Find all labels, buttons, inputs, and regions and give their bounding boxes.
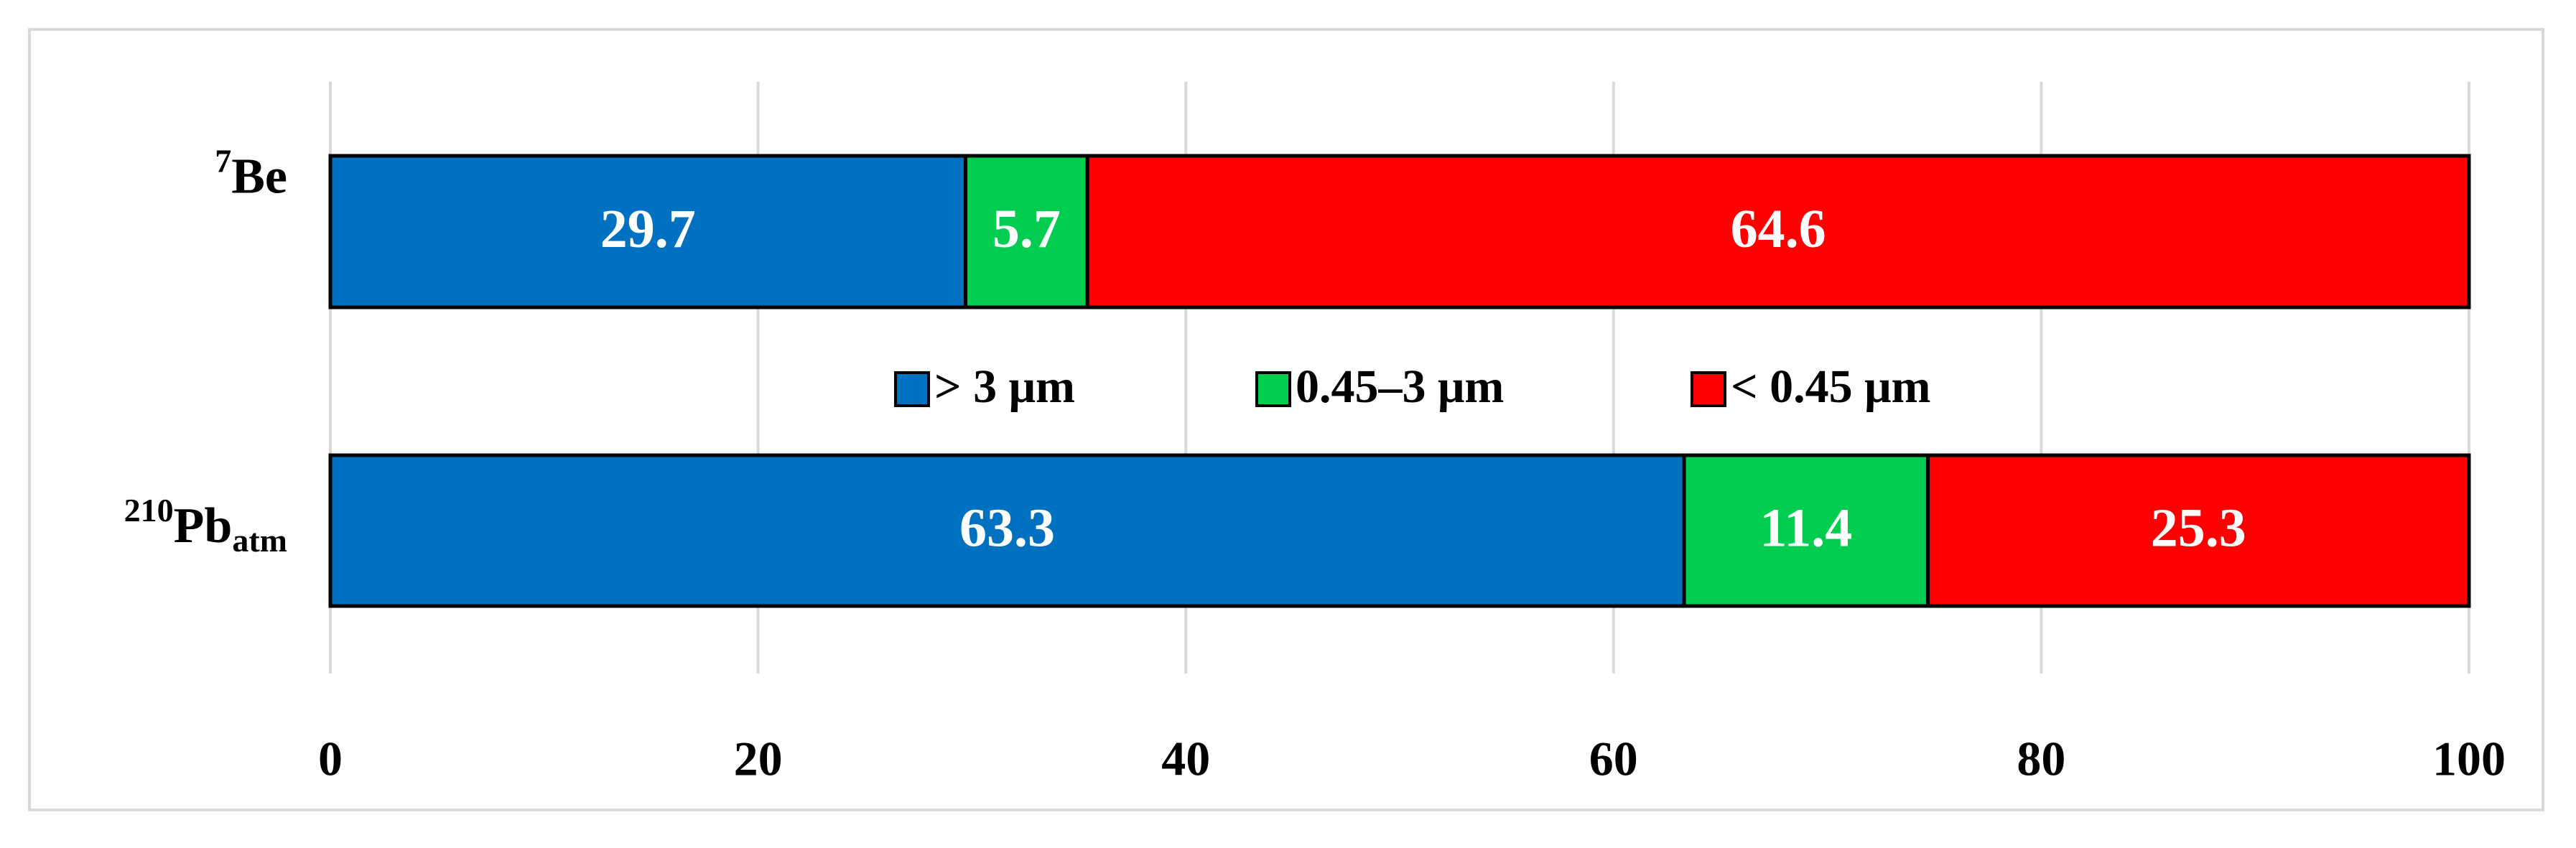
value-label: 25.3 [2151, 498, 2246, 558]
bar-segment [963, 154, 1089, 309]
x-tick-label: 20 [734, 732, 783, 786]
category-main: Be [231, 149, 287, 205]
legend-swatch [894, 371, 930, 407]
bar-segment [1682, 453, 1930, 608]
bar-segment [328, 453, 1686, 608]
legend-swatch [1691, 371, 1726, 407]
category-label: 7Be [215, 142, 287, 205]
value-label: 5.7 [992, 199, 1061, 259]
legend-label: > 3 μm [934, 360, 1075, 413]
x-tick-label: 60 [1589, 732, 1638, 786]
legend-label: 0.45–3 μm [1296, 360, 1504, 413]
x-tick-label: 40 [1161, 732, 1210, 786]
value-label: 11.4 [1759, 498, 1852, 558]
value-label: 63.3 [959, 498, 1055, 558]
legend-label: < 0.45 μm [1731, 360, 1931, 413]
x-tick-label: 80 [2017, 732, 2065, 786]
chart-border [28, 28, 2544, 811]
bar-segment [1926, 453, 2471, 608]
x-tick-label: 100 [2432, 732, 2506, 786]
category-sup: 7 [215, 142, 231, 179]
bar-segment [328, 154, 967, 309]
category-sub: atm [232, 522, 287, 559]
category-sup: 210 [124, 492, 174, 528]
category-main: Pb [174, 498, 233, 554]
value-label: 64.6 [1731, 199, 1826, 259]
category-label: 210Pbatm [124, 492, 287, 559]
bar-segment [1085, 154, 2471, 309]
value-label: 29.7 [600, 199, 696, 259]
legend-swatch [1255, 371, 1291, 407]
x-tick-label: 0 [318, 732, 343, 786]
